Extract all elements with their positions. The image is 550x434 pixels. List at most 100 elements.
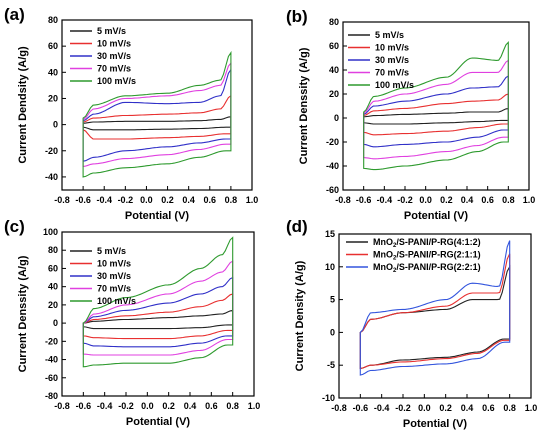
series-line-5 — [363, 41, 509, 171]
x-tick-label: 1.0 — [523, 195, 536, 205]
y-tick-label: 15 — [325, 229, 335, 239]
x-tick-label: 1.0 — [246, 195, 259, 205]
x-tick-label: 0.2 — [440, 195, 453, 205]
legend-label: 30 mV/s — [97, 271, 131, 281]
x-tick-label: -0.2 — [397, 195, 413, 205]
legend-label: 5 mV/s — [375, 30, 404, 40]
y-tick-label: -10 — [322, 393, 335, 403]
y-axis-label: Current Dendsity (A/g) — [17, 46, 29, 164]
x-axis-label: Potential (V) — [126, 416, 191, 428]
x-tick-label: 0.4 — [461, 403, 474, 413]
panel-a: (a) -0.8 -0.6 -0.4 -0.2 0.0 0.2 0.4 0.6 0.8 1.0 -40… — [4, 5, 258, 222]
x-tick-label: 0.8 — [503, 403, 516, 413]
x-tick-label: -0.4 — [97, 401, 113, 411]
series-line-3 — [359, 240, 511, 376]
y-tick-label: 20 — [48, 300, 58, 310]
legend-label: 5 mV/s — [97, 246, 126, 256]
y-tick-label: 5 — [330, 295, 335, 305]
y-tick-label: 60 — [48, 41, 58, 51]
legend-label-sub: 2 — [393, 268, 397, 274]
x-tick-label: -0.8 — [331, 403, 347, 413]
legend-label: 100 mV/s — [375, 80, 414, 90]
y-tick-label: 40 — [329, 65, 339, 75]
legend-label: 70 mV/s — [97, 284, 131, 294]
x-axis-label: Potential (V) — [403, 418, 468, 430]
panel-c: (c) -0.8 -0.6 -0.4 -0.2 0.0 0.2 0.4 0.6 0.8 1.0 -80… — [4, 217, 260, 428]
legend-label-main: MnO — [373, 262, 393, 272]
x-tick-label: 0.0 — [141, 401, 154, 411]
panel-b: (b) -0.8 -0.6 -0.4 -0.2 0.0 0.2 0.4 0.6 0.8 1.0 -60… — [286, 7, 535, 222]
legend-label: 100 mV/s — [97, 76, 136, 86]
y-tick-label: -40 — [45, 172, 58, 182]
series-line-5 — [82, 236, 234, 368]
legend-label-sub: 2 — [393, 243, 397, 249]
y-tick-label: 80 — [48, 15, 58, 25]
legend-label: 5 mV/s — [97, 26, 126, 36]
legend-label: 30 mV/s — [375, 55, 409, 65]
y-tick-label: 0 — [330, 327, 335, 337]
y-tick-label: 40 — [48, 282, 58, 292]
panel-label: (d) — [286, 217, 308, 236]
y-tick-label: -40 — [45, 355, 58, 365]
legend-label-rest: /S-PANI/P-RG(2:1:1) — [396, 250, 480, 260]
x-tick-label: -0.2 — [118, 401, 134, 411]
x-tick-label: 1.0 — [248, 401, 261, 411]
series-line-1 — [82, 116, 232, 131]
series-line-2 — [363, 93, 509, 136]
x-tick-label: -0.2 — [118, 195, 134, 205]
y-tick-label: 100 — [43, 227, 58, 237]
x-tick-label: -0.8 — [54, 401, 70, 411]
x-tick-label: 0.2 — [162, 401, 175, 411]
legend-label: MnO2/S-PANI/P-RG(2:2:1) — [373, 262, 481, 274]
x-tick-label: 0.4 — [182, 195, 195, 205]
x-tick-label: 0.0 — [140, 195, 153, 205]
plot-frame — [61, 231, 255, 397]
legend-label: MnO2/S-PANI/P-RG(2:1:1) — [373, 250, 481, 262]
x-axis-label: Potential (V) — [404, 210, 469, 222]
y-axis-label: Current Denssity (A/g) — [17, 255, 29, 372]
y-tick-label: 0 — [53, 318, 58, 328]
plot-frame — [342, 21, 530, 191]
y-tick-label: -20 — [45, 336, 58, 346]
x-tick-label: 0.4 — [184, 401, 197, 411]
x-tick-label: -0.6 — [353, 403, 369, 413]
y-tick-label: 60 — [48, 263, 58, 273]
y-tick-label: 80 — [48, 245, 58, 255]
plot-frame — [61, 19, 253, 191]
x-tick-label: 0.8 — [226, 401, 239, 411]
x-tick-label: -0.6 — [76, 401, 92, 411]
x-tick-label: 0.0 — [418, 403, 431, 413]
series-line-5 — [82, 50, 232, 178]
legend-label: 100 mV/s — [97, 296, 136, 306]
x-tick-label: -0.6 — [356, 195, 372, 205]
x-tick-label: -0.8 — [54, 195, 70, 205]
y-tick-label: 20 — [329, 89, 339, 99]
y-tick-label: -40 — [326, 161, 339, 171]
x-tick-label: 0.2 — [161, 195, 174, 205]
y-tick-label: -5 — [327, 360, 335, 370]
y-tick-label: 0 — [334, 113, 339, 123]
x-tick-label: 0.8 — [225, 195, 238, 205]
x-tick-label: 0.6 — [482, 403, 495, 413]
x-tick-label: -0.4 — [374, 403, 390, 413]
y-tick-label: -60 — [326, 185, 339, 195]
x-tick-label: 0.6 — [481, 195, 494, 205]
panel-label: (a) — [4, 5, 25, 24]
legend-label-rest: /S-PANI/P-RG(4:1:2) — [396, 237, 480, 247]
x-tick-label: 0.8 — [502, 195, 515, 205]
legend-label-main: MnO — [373, 250, 393, 260]
y-tick-label: 0 — [53, 120, 58, 130]
x-tick-label: 1.0 — [525, 403, 538, 413]
x-tick-label: 0.6 — [204, 195, 217, 205]
x-tick-label: -0.8 — [335, 195, 351, 205]
x-tick-label: -0.6 — [75, 195, 91, 205]
y-axis-label: Current Denssity (A/g) — [298, 47, 310, 164]
y-tick-label: -20 — [326, 137, 339, 147]
x-tick-label: 0.4 — [461, 195, 474, 205]
panel-d: (d) -0.8 -0.6 -0.4 -0.2 0.0 0.2 0.4 0.6 0.8 1.0 -10… — [286, 217, 537, 430]
x-axis-label: Potential (V) — [125, 210, 190, 222]
legend-label-sub: 2 — [393, 256, 397, 262]
legend-label-main: MnO — [373, 237, 393, 247]
y-tick-label: 20 — [48, 93, 58, 103]
